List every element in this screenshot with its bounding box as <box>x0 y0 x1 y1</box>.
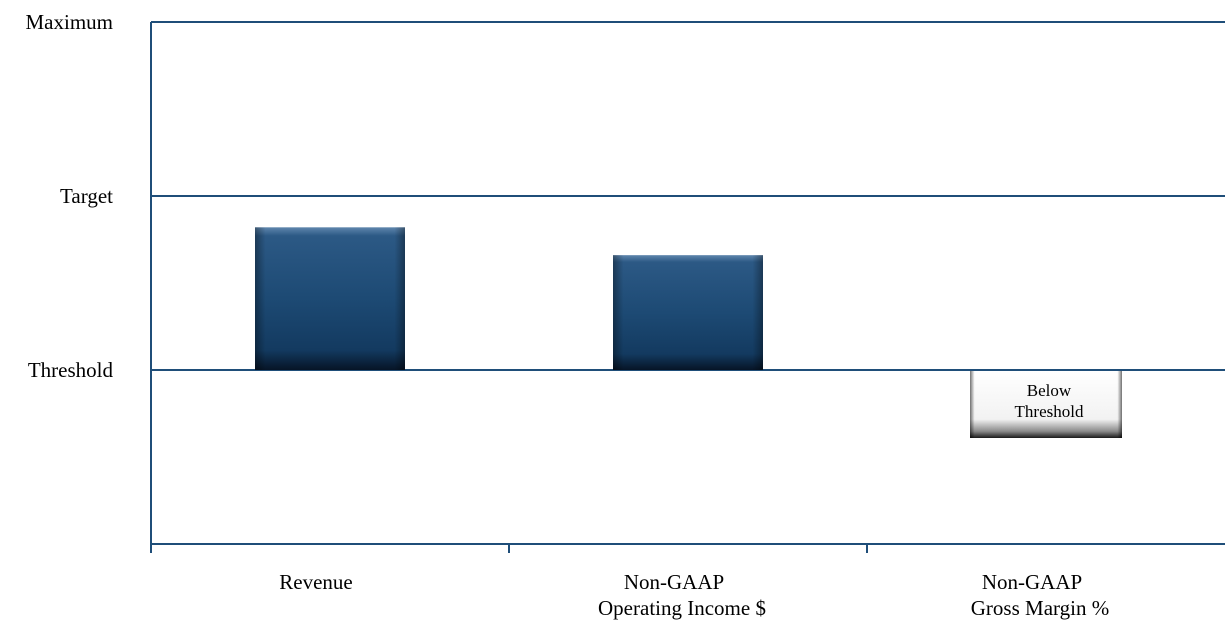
y-tick-label-target: Target <box>60 184 113 208</box>
bars: Below Threshold <box>255 227 1122 438</box>
bar-revenue <box>255 227 405 370</box>
x-tick-label-non-gaap: Non-GAAP <box>624 570 724 594</box>
x-tick-label-gross-margin: Gross Margin % <box>971 596 1109 620</box>
annotation-box-shading <box>970 371 1122 438</box>
axes <box>150 22 1225 553</box>
y-tick-label-threshold: Threshold <box>28 358 114 382</box>
x-tick-label-non-gaap: Non-GAAP <box>982 570 1082 594</box>
annotation-label-below: Below <box>1027 381 1072 400</box>
bar-shading <box>613 255 763 370</box>
annotation-label-threshold: Threshold <box>1015 402 1084 421</box>
x-tick-label-operating-income: Operating Income $ <box>598 596 766 620</box>
annotation-below-threshold: Below Threshold <box>970 371 1122 438</box>
x-tick-label-revenue: Revenue <box>279 570 352 594</box>
y-tick-label-maximum: Maximum <box>26 10 114 34</box>
bar-shading <box>255 227 405 370</box>
bar-non-gaap-operating-income <box>613 255 763 370</box>
